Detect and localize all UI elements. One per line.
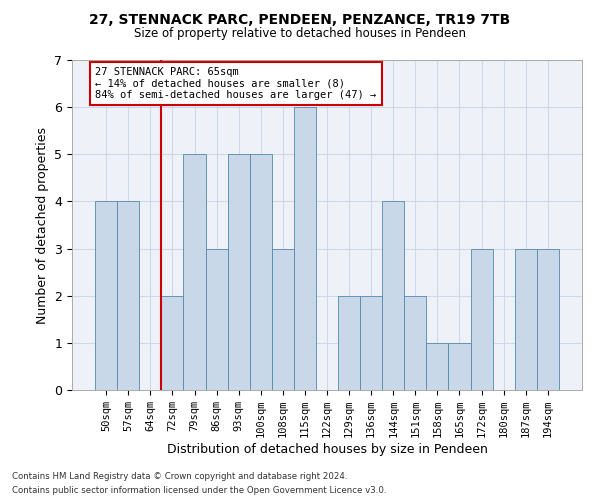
Text: Size of property relative to detached houses in Pendeen: Size of property relative to detached ho… — [134, 28, 466, 40]
Bar — [294, 107, 316, 390]
Bar — [404, 296, 427, 390]
Text: Contains public sector information licensed under the Open Government Licence v3: Contains public sector information licen… — [12, 486, 386, 495]
Bar — [206, 248, 227, 390]
Bar — [360, 296, 382, 390]
Bar — [537, 248, 559, 390]
Bar — [272, 248, 294, 390]
X-axis label: Distribution of detached houses by size in Pendeen: Distribution of detached houses by size … — [167, 443, 487, 456]
Y-axis label: Number of detached properties: Number of detached properties — [36, 126, 49, 324]
Bar — [448, 343, 470, 390]
Bar — [227, 154, 250, 390]
Bar — [95, 202, 117, 390]
Bar — [338, 296, 360, 390]
Bar — [427, 343, 448, 390]
Bar — [184, 154, 206, 390]
Bar — [515, 248, 537, 390]
Text: 27, STENNACK PARC, PENDEEN, PENZANCE, TR19 7TB: 27, STENNACK PARC, PENDEEN, PENZANCE, TR… — [89, 12, 511, 26]
Bar — [382, 202, 404, 390]
Bar — [470, 248, 493, 390]
Bar — [117, 202, 139, 390]
Bar — [250, 154, 272, 390]
Bar — [161, 296, 184, 390]
Text: Contains HM Land Registry data © Crown copyright and database right 2024.: Contains HM Land Registry data © Crown c… — [12, 472, 347, 481]
Text: 27 STENNACK PARC: 65sqm
← 14% of detached houses are smaller (8)
84% of semi-det: 27 STENNACK PARC: 65sqm ← 14% of detache… — [95, 67, 376, 100]
